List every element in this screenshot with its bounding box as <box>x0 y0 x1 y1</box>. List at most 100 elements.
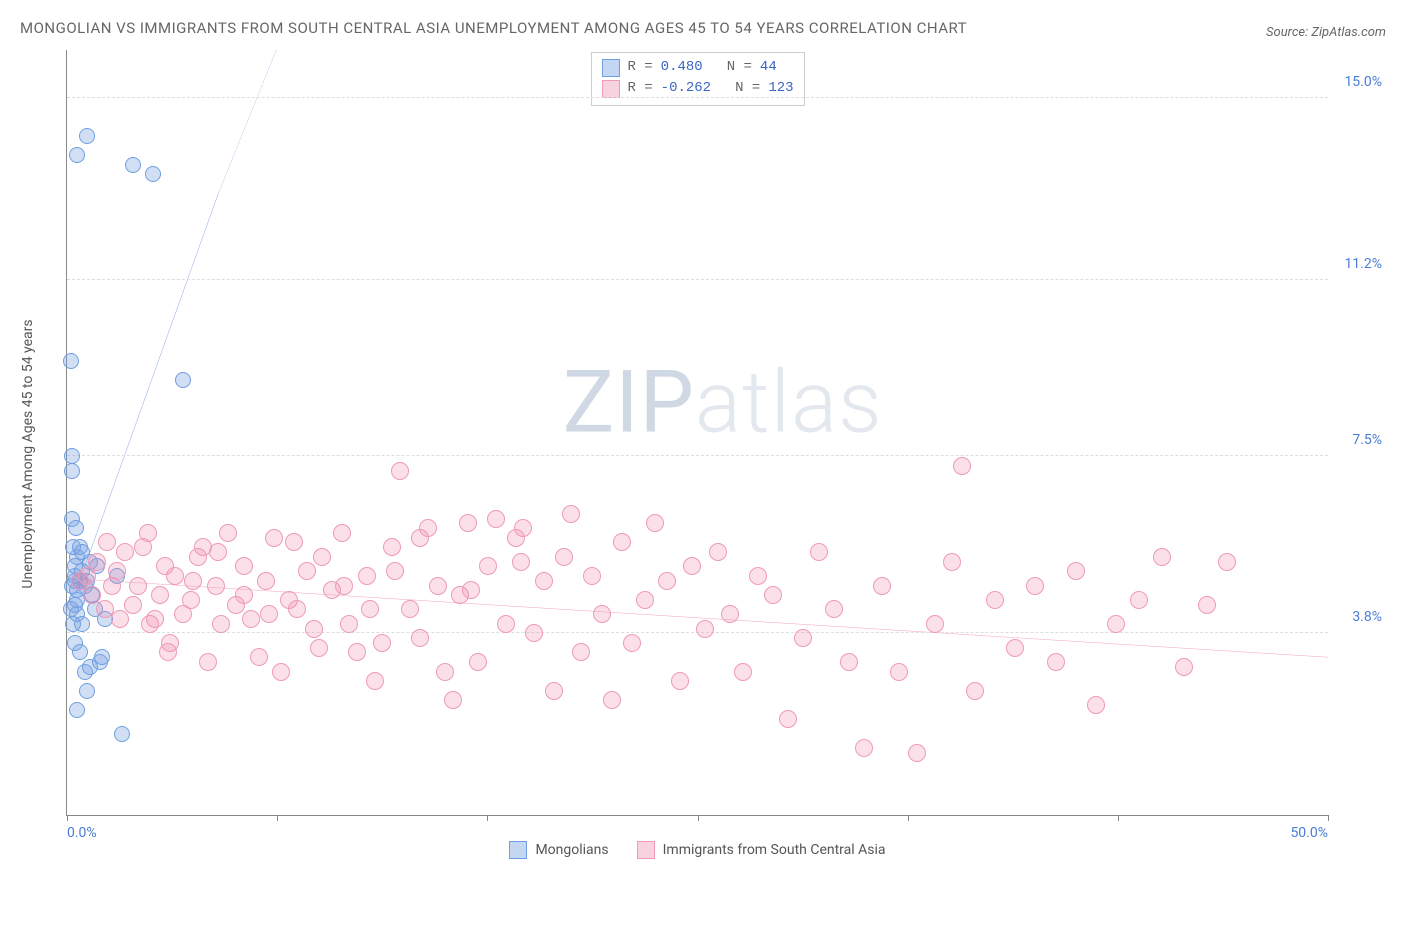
data-point <box>242 610 260 628</box>
data-point <box>419 519 437 537</box>
data-point <box>235 586 253 604</box>
data-point <box>116 543 134 561</box>
data-point <box>199 653 217 671</box>
data-point <box>125 157 141 173</box>
data-point <box>487 510 505 528</box>
x-tick <box>1118 815 1119 821</box>
data-point <box>207 577 225 595</box>
data-point <box>94 649 110 665</box>
data-point <box>383 538 401 556</box>
data-point <box>572 643 590 661</box>
y-tick-label: 11.2% <box>1332 256 1382 272</box>
data-point <box>855 739 873 757</box>
data-point <box>88 553 106 571</box>
data-point <box>444 691 462 709</box>
data-point <box>335 577 353 595</box>
data-point <box>401 600 419 618</box>
data-point <box>209 543 227 561</box>
data-point <box>1047 653 1065 671</box>
data-point <box>391 462 409 480</box>
data-point <box>1198 596 1216 614</box>
data-point <box>646 514 664 532</box>
watermark-atlas: atlas <box>695 351 883 452</box>
legend-bottom: Mongolians Immigrants from South Central … <box>67 841 1328 859</box>
data-point <box>1026 577 1044 595</box>
stat-n-label: N = <box>727 57 752 78</box>
data-point <box>67 635 83 651</box>
data-point <box>313 548 331 566</box>
data-point <box>436 663 454 681</box>
legend-swatch-icon <box>601 80 619 98</box>
data-point <box>779 710 797 728</box>
data-point <box>636 591 654 609</box>
y-axis-label: Unemployment Among Ages 45 to 54 years <box>20 319 36 588</box>
data-point <box>159 643 177 661</box>
stat-n-value: 44 <box>760 57 777 78</box>
data-point <box>479 557 497 575</box>
data-point <box>623 634 641 652</box>
stat-row: R = 0.480 N = 44 <box>601 57 793 78</box>
data-point <box>764 586 782 604</box>
stat-r-value: 0.480 <box>661 57 703 78</box>
data-point <box>497 615 515 633</box>
data-point <box>683 557 701 575</box>
data-point <box>512 553 530 571</box>
watermark: ZIPatlas <box>563 351 883 452</box>
data-point <box>298 562 316 580</box>
data-point <box>613 533 631 551</box>
data-point <box>340 615 358 633</box>
data-point <box>64 448 80 464</box>
data-point <box>114 726 130 742</box>
data-point <box>966 682 984 700</box>
data-point <box>1130 591 1148 609</box>
data-point <box>184 572 202 590</box>
data-point <box>305 620 323 638</box>
chart-header: MONGOLIAN VS IMMIGRANTS FROM SOUTH CENTR… <box>20 16 1386 40</box>
legend-item: Mongolians <box>509 841 608 859</box>
data-point <box>124 596 142 614</box>
stat-r-label: R = <box>627 57 652 78</box>
data-point <box>1218 553 1236 571</box>
data-point <box>1175 658 1193 676</box>
data-point <box>953 457 971 475</box>
legend-swatch-icon <box>509 841 527 859</box>
data-point <box>358 567 376 585</box>
data-point <box>139 524 157 542</box>
data-point <box>235 557 253 575</box>
data-point <box>709 543 727 561</box>
data-point <box>794 629 812 647</box>
data-point <box>68 520 84 536</box>
data-point <box>943 553 961 571</box>
data-point <box>840 653 858 671</box>
data-point <box>583 567 601 585</box>
data-point <box>310 639 328 657</box>
data-point <box>250 648 268 666</box>
data-point <box>469 653 487 671</box>
data-point <box>545 682 563 700</box>
x-tick <box>67 815 68 821</box>
data-point <box>145 166 161 182</box>
watermark-zip: ZIP <box>563 351 695 452</box>
data-point <box>79 683 95 699</box>
chart-source: Source: ZipAtlas.com <box>1266 25 1386 40</box>
data-point <box>1107 615 1125 633</box>
data-point <box>65 616 81 632</box>
legend-item: Immigrants from South Central Asia <box>637 841 886 859</box>
data-point <box>514 519 532 537</box>
data-point <box>265 529 283 547</box>
data-point <box>74 544 90 560</box>
data-point <box>825 600 843 618</box>
chart-title: MONGOLIAN VS IMMIGRANTS FROM SOUTH CENTR… <box>20 16 967 40</box>
data-point <box>366 672 384 690</box>
legend-label: Mongolians <box>535 842 608 858</box>
data-point <box>151 586 169 604</box>
grid-line <box>67 455 1328 456</box>
data-point <box>749 567 767 585</box>
data-point <box>908 744 926 762</box>
data-point <box>696 620 714 638</box>
data-point <box>175 372 191 388</box>
data-point <box>593 605 611 623</box>
data-point <box>69 702 85 718</box>
data-point <box>373 634 391 652</box>
data-point <box>555 548 573 566</box>
